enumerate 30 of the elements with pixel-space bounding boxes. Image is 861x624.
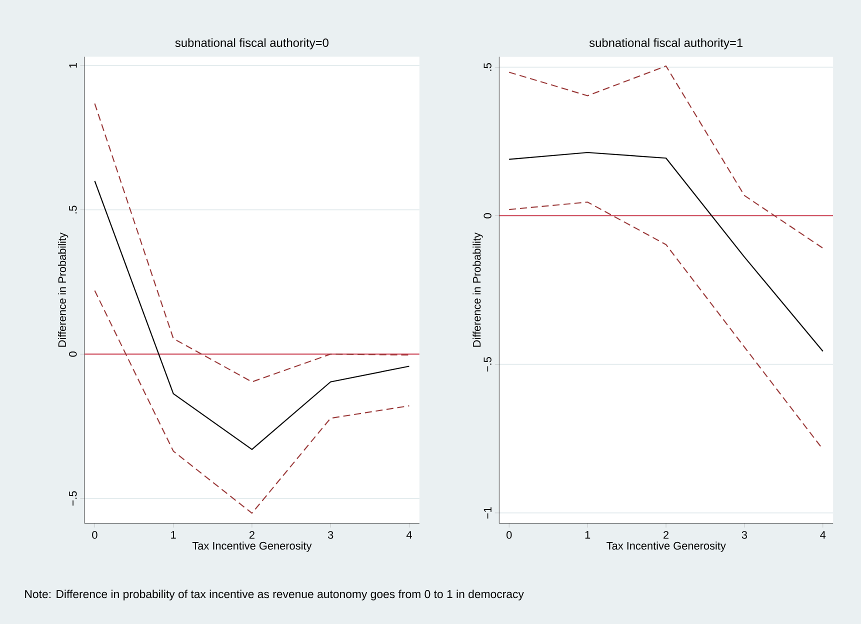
y-tick-label: 0 (69, 352, 77, 357)
x-tick-label: 0 (506, 531, 512, 539)
y-axis-title: Difference in Probability (472, 232, 483, 347)
line-series (94, 290, 410, 514)
x-axis-title: Tax Incentive Generosity (606, 542, 726, 552)
x-tick-label: 4 (820, 531, 826, 539)
y-tick-label: .5 (69, 206, 77, 214)
text: Note: Difference in probability of tax incentive as revenue autonomy goes from 0 to 1 in democracy (25, 590, 524, 600)
y-tick-label: −.5 (484, 357, 492, 372)
x-tick-label: 1 (171, 531, 176, 539)
chart-title: subnational fiscal authority=1 (589, 38, 743, 50)
y-tick-label: −.5 (69, 491, 77, 506)
x-tick-label: 0 (92, 531, 98, 539)
x-tick-label: 3 (742, 531, 748, 539)
x-tick-label: 3 (328, 531, 334, 539)
x-tick-label: 4 (406, 531, 412, 539)
y-axis-title: Difference in Probability (58, 232, 68, 347)
y-tick-label: .5 (484, 63, 492, 71)
line-series (94, 180, 410, 450)
line-series (508, 152, 824, 352)
x-tick-label: 1 (585, 531, 590, 539)
x-tick-label: 2 (249, 531, 254, 539)
chart-title: subnational fiscal authority=0 (175, 38, 328, 50)
line-series (94, 103, 410, 382)
line-series (508, 65, 824, 249)
x-tick-label: 2 (664, 531, 669, 539)
x-axis-title: Tax Incentive Generosity (192, 542, 312, 552)
y-tick-label: −1 (484, 507, 492, 519)
y-tick-label: 1 (69, 62, 77, 68)
y-tick-label: 0 (484, 213, 492, 218)
